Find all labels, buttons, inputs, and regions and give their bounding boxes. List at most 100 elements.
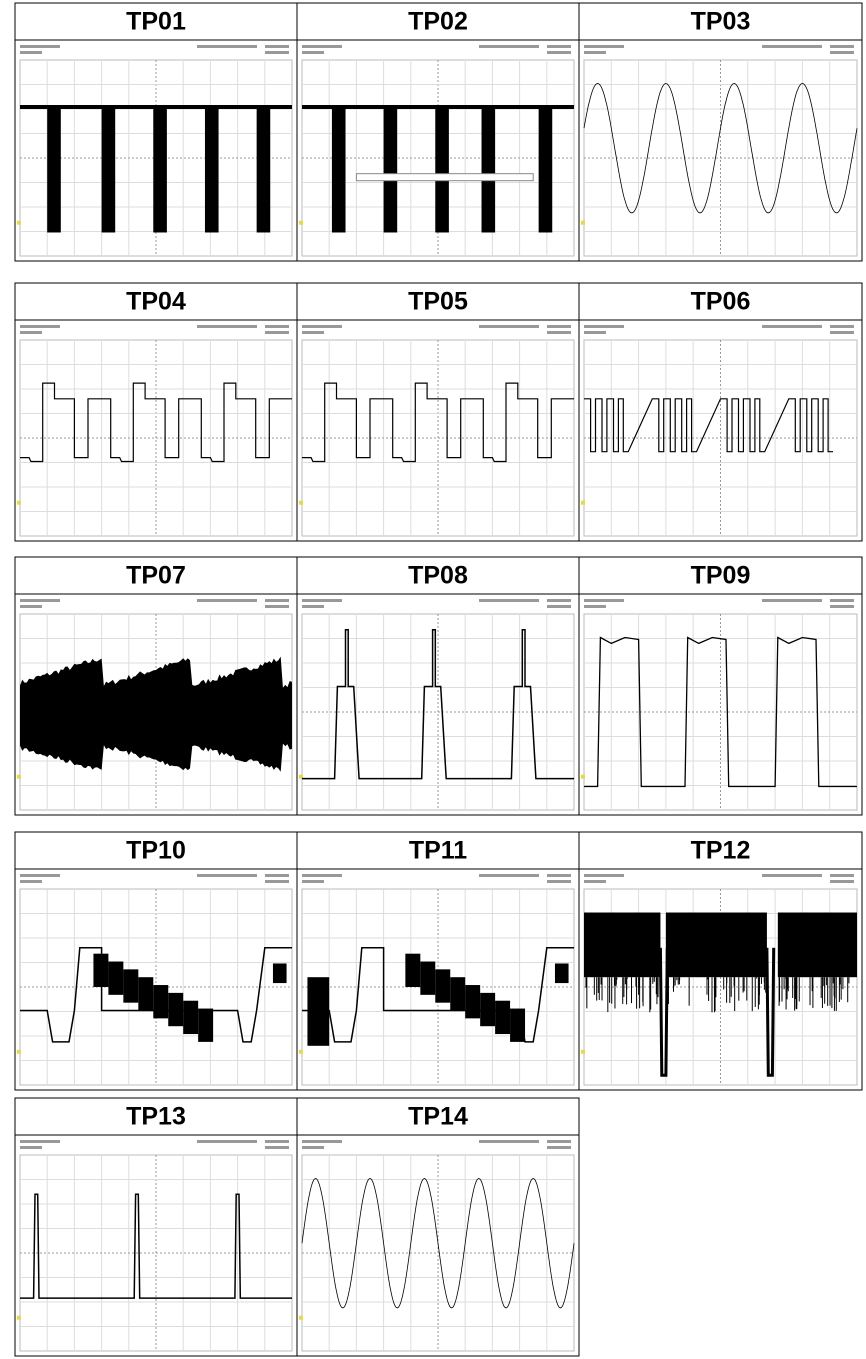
waveform-block — [435, 969, 450, 1002]
scope-header — [584, 51, 606, 54]
ground-marker — [299, 1316, 303, 1320]
scope-header — [830, 45, 854, 48]
waveform-block — [198, 1009, 213, 1042]
scope-header — [20, 51, 42, 54]
ground-marker — [17, 221, 21, 225]
scope-header — [547, 1146, 571, 1149]
scope-header — [20, 331, 42, 334]
waveform-block — [138, 977, 153, 1010]
panel-label: TP11 — [409, 837, 467, 865]
scope-header — [830, 331, 854, 334]
waveform-block — [205, 107, 219, 232]
waveform-block — [480, 993, 495, 1026]
waveform-noise — [666, 913, 767, 978]
scope-header — [584, 45, 624, 48]
scope-header — [302, 331, 324, 334]
ground-marker — [17, 501, 21, 505]
scope-header — [302, 599, 342, 602]
scope-header — [20, 45, 60, 48]
waveform-noise — [778, 913, 857, 978]
scope-header — [265, 880, 289, 883]
panel-label: TP07 — [126, 562, 186, 590]
scope-panel: TP06 — [579, 283, 862, 541]
scope-header — [197, 1140, 257, 1143]
scope-header — [547, 51, 571, 54]
waveform-block — [168, 993, 183, 1026]
ground-marker — [299, 501, 303, 505]
scope-header — [265, 331, 289, 334]
panel-label: TP02 — [408, 8, 468, 36]
ground-marker — [299, 1050, 303, 1054]
scope-header — [479, 325, 539, 328]
scope-header — [830, 599, 854, 602]
waveform-block — [93, 954, 108, 987]
waveform-block — [405, 954, 420, 987]
scope-header — [265, 874, 289, 877]
scope-header — [302, 1146, 324, 1149]
scope-header — [762, 874, 822, 877]
scope-header — [265, 605, 289, 608]
panel-label: TP13 — [126, 1103, 186, 1131]
waveform-block — [420, 962, 435, 995]
scope-header — [830, 880, 854, 883]
scope-header — [547, 605, 571, 608]
ground-marker — [299, 221, 303, 225]
scope-header — [762, 599, 822, 602]
panel-label: TP06 — [691, 288, 751, 316]
scope-header — [20, 880, 42, 883]
waveform-block — [435, 107, 449, 232]
waveform-block — [102, 107, 116, 232]
scope-header — [547, 874, 571, 877]
scope-header — [479, 1140, 539, 1143]
waveform-block — [555, 963, 569, 983]
scope-panel: TP02 — [297, 3, 579, 261]
scope-header — [584, 599, 624, 602]
waveform-block — [108, 962, 123, 995]
waveform-block — [273, 963, 287, 983]
scope-header — [302, 1140, 342, 1143]
scope-header — [547, 880, 571, 883]
ground-marker — [17, 1050, 21, 1054]
waveform-block — [384, 107, 398, 232]
waveform-block — [123, 969, 138, 1002]
scope-panel: TP07 — [15, 557, 297, 815]
scope-header — [265, 45, 289, 48]
waveform-block — [539, 107, 553, 232]
scope-panel: TP13 — [15, 1098, 297, 1356]
waveform-block — [332, 107, 346, 232]
scope-header — [479, 45, 539, 48]
ground-marker — [17, 775, 21, 779]
scope-header — [830, 874, 854, 877]
scope-header — [302, 325, 342, 328]
scope-header — [20, 325, 60, 328]
panel-label: TP12 — [691, 837, 751, 865]
scope-header — [265, 51, 289, 54]
ground-marker — [581, 221, 585, 225]
waveform-noise — [584, 913, 660, 978]
waveform-burst — [20, 656, 292, 771]
scope-header — [762, 45, 822, 48]
scope-header — [830, 325, 854, 328]
scope-panel: TP12 — [579, 832, 862, 1090]
scope-panel: TP08 — [297, 557, 579, 815]
scope-header — [302, 605, 324, 608]
scope-header — [584, 331, 606, 334]
scope-header — [830, 605, 854, 608]
scope-header — [197, 599, 257, 602]
scope-header — [479, 874, 539, 877]
panel-label: TP09 — [691, 562, 751, 590]
scope-header — [584, 325, 624, 328]
scope-header — [20, 1140, 60, 1143]
scope-sheet: TP01TP02TP03TP04TP05TP06TP07TP08TP09TP10… — [0, 0, 866, 1359]
scope-header — [547, 599, 571, 602]
scope-header — [584, 880, 606, 883]
waveform-block — [153, 107, 167, 232]
scope-header — [20, 605, 42, 608]
ground-marker — [17, 1316, 21, 1320]
scope-header — [584, 874, 624, 877]
panel-label: TP04 — [126, 288, 186, 316]
waveform-block — [153, 985, 168, 1018]
scope-header — [302, 880, 324, 883]
panel-label: TP05 — [408, 288, 468, 316]
panel-label: TP03 — [691, 8, 751, 36]
